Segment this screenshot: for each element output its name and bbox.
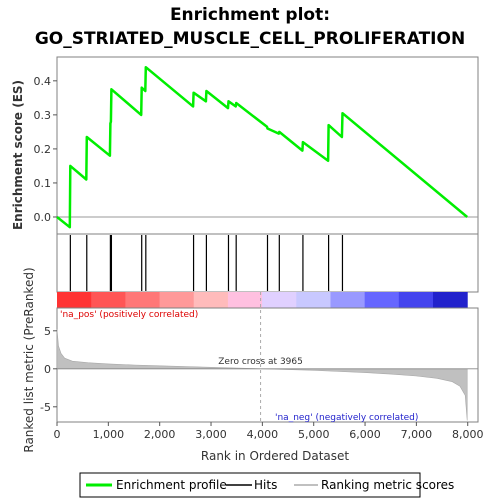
rank-colorbar (57, 292, 468, 308)
metric-tick-label: 5 (44, 325, 51, 338)
legend-label-hits: Hits (254, 478, 277, 492)
x-tick-label: 4,000 (247, 428, 279, 441)
x-tick-label: 5,000 (298, 428, 330, 441)
x-axis-label: Rank in Ordered Dataset (201, 449, 349, 463)
hit-markers (69, 235, 344, 291)
colorbar-segment (227, 292, 263, 308)
es-tick-label: 0.3 (34, 109, 52, 122)
legend-label-es: Enrichment profile (116, 478, 227, 492)
chart-title-line2: GO_STRIATED_MUSCLE_CELL_PROLIFERATION (35, 29, 465, 49)
pos-label: 'na_pos' (positively correlated) (60, 310, 198, 320)
metric-area (56, 329, 478, 421)
chart-title-line1: Enrichment plot: (170, 5, 330, 25)
x-tick-label: 2,000 (144, 428, 176, 441)
metric-axis-ticks: -5 0 5 (40, 325, 57, 414)
colorbar-segment (330, 292, 366, 308)
metric-tick-label: -5 (40, 401, 51, 414)
es-tick-label: 0.1 (34, 177, 52, 190)
es-tick-label: 0.2 (34, 143, 52, 156)
es-axis-ticks: 0.0 0.1 0.2 0.3 0.4 (34, 75, 57, 224)
colorbar-segment (91, 292, 126, 308)
colorbar-segment (193, 292, 229, 308)
es-profile (56, 65, 468, 229)
colorbar-segment (159, 292, 195, 308)
metric-tick-label: 0 (44, 363, 51, 376)
es-profile-line (56, 65, 468, 229)
x-tick-label: 3,000 (195, 428, 227, 441)
es-panel (56, 56, 479, 235)
colorbar-segment (398, 292, 434, 308)
x-tick-label: 6,000 (349, 428, 381, 441)
colorbar-segment (296, 292, 331, 308)
x-tick-label: 1,000 (93, 428, 125, 441)
x-tick-label: 8,000 (452, 428, 484, 441)
colorbar-segment (364, 292, 400, 308)
metric-axis-label: Ranked list metric (PreRanked) (22, 267, 36, 452)
colorbar-segment (57, 292, 92, 308)
x-tick-label: 7,000 (401, 428, 433, 441)
neg-label: 'na_neg' (negatively correlated) (275, 413, 418, 423)
es-tick-label: 0.4 (34, 75, 52, 88)
zero-cross-label: Zero cross at 3965 (218, 357, 303, 367)
colorbar-segment (433, 292, 468, 308)
legend-label-metric: Ranking metric scores (321, 478, 454, 492)
colorbar-segment (262, 292, 297, 308)
colorbar-segment (125, 292, 161, 308)
es-tick-label: 0.0 (34, 211, 52, 224)
x-tick-label: 0 (54, 428, 61, 441)
x-axis-ticks: 0 1,000 2,000 3,000 4,000 5,000 6,000 7,000 8,00… (54, 422, 484, 441)
es-axis-label: Enrichment score (ES) (11, 80, 25, 230)
